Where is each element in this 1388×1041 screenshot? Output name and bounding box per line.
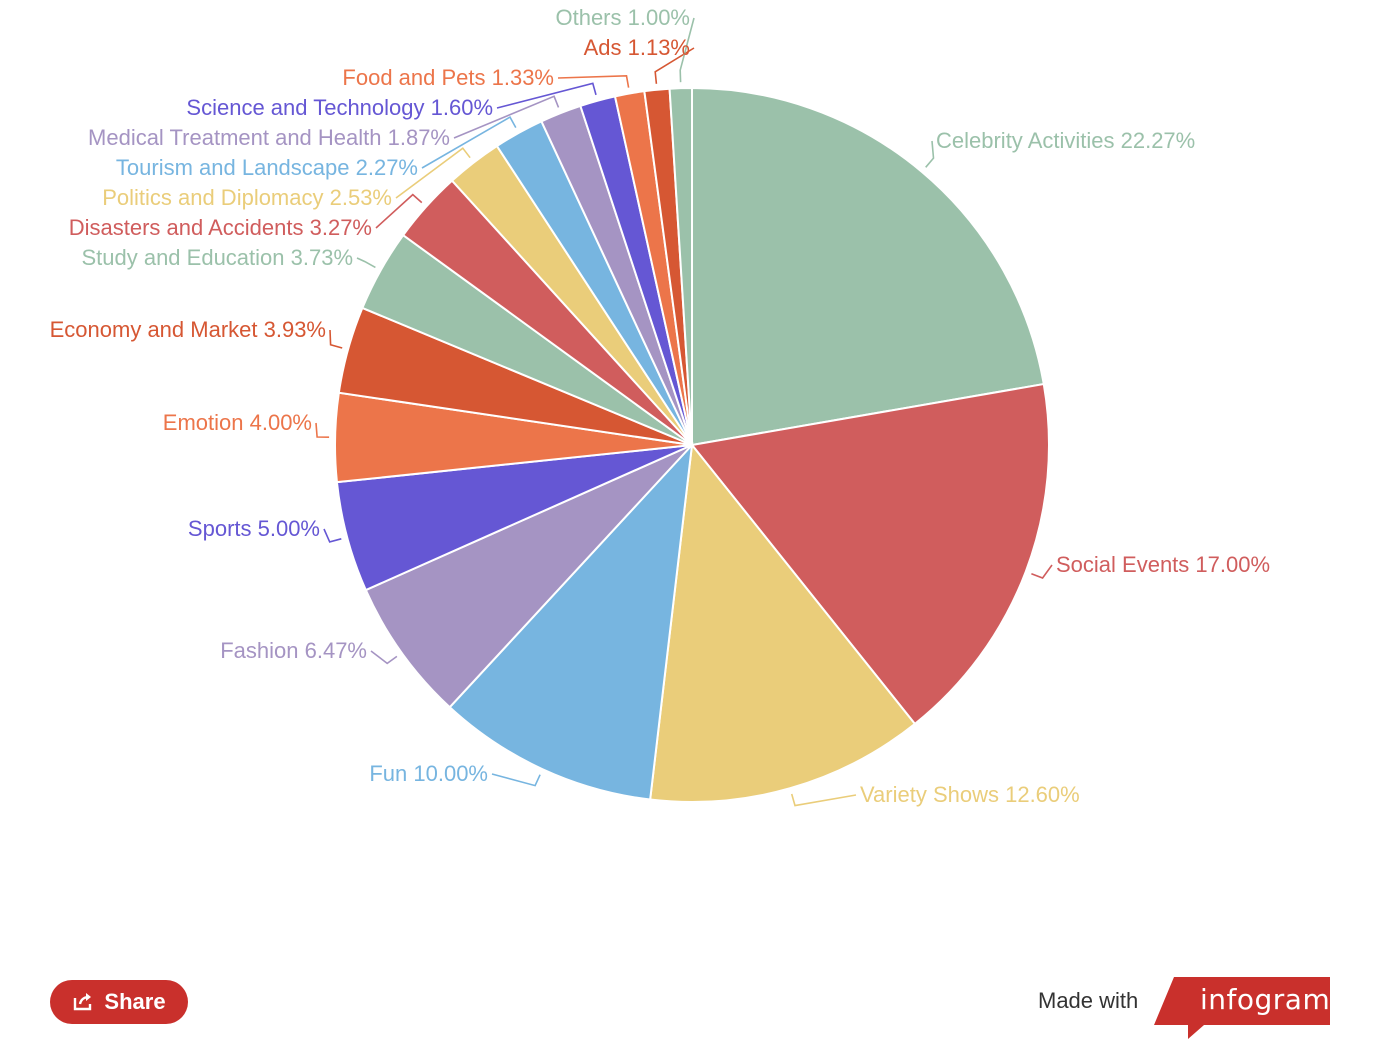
slice-label: Fashion 6.47% [220,638,367,663]
made-with-text: Made with [1038,988,1139,1013]
slice-label: Tourism and Landscape 2.27% [116,155,418,180]
share-button[interactable]: Share [50,980,188,1024]
leader-line [925,140,935,168]
slice-label: Variety Shows 12.60% [860,782,1080,807]
leader-line [453,95,560,139]
label-leader-lines [315,17,1053,807]
slice-label: Medical Treatment and Health 1.87% [88,125,450,150]
leader-line [491,773,541,787]
leader-line [679,17,695,83]
leader-line [323,528,342,543]
leader-line [654,47,695,84]
slice-label: Ads 1.13% [584,35,690,60]
pie-slices [334,86,1050,803]
slice-label: Emotion 4.00% [163,410,312,435]
infogram-logo-badge[interactable] [1154,977,1330,1041]
slice-labels: Celebrity Activities 22.27% Social Events… [50,5,1270,807]
slice-label: Study and Education 3.73% [81,245,353,270]
slice-label: Celebrity Activities 22.27% [936,128,1195,153]
leader-line [375,193,423,229]
pie-slice-others[interactable] [668,86,693,446]
infogram-logo-text: infogram [1200,983,1331,1016]
slice-label: Food and Pets 1.33% [342,65,554,90]
pie-slice-social-events[interactable] [690,382,1050,726]
slice-label: Sports 5.00% [188,516,320,541]
slice-label: Science and Technology 1.60% [186,95,493,120]
pie-slice-variety-shows[interactable] [649,442,917,803]
leader-line [421,115,517,169]
leader-line [1031,564,1053,579]
slice-label: Politics and Diplomacy 2.53% [102,185,392,210]
leader-line [370,650,398,665]
leader-line [315,422,330,438]
slice-label: Others 1.00% [555,5,690,30]
leader-line [790,793,857,807]
leader-line [329,329,343,349]
leader-line [557,74,630,88]
leader-line [496,82,597,109]
pie-slice-fun[interactable] [448,442,694,801]
slice-label: Fun 10.00% [369,761,488,786]
leader-line [356,257,376,269]
share-icon [74,993,92,1011]
pie-slice-celebrity-activities[interactable] [691,86,1045,447]
slice-label: Disasters and Accidents 3.27% [69,215,372,240]
share-label: Share [104,989,166,1014]
pie-slice-fashion[interactable] [364,444,693,709]
slice-label: Social Events 17.00% [1056,552,1270,577]
leader-line [395,147,471,199]
slice-label: Economy and Market 3.93% [50,317,326,342]
